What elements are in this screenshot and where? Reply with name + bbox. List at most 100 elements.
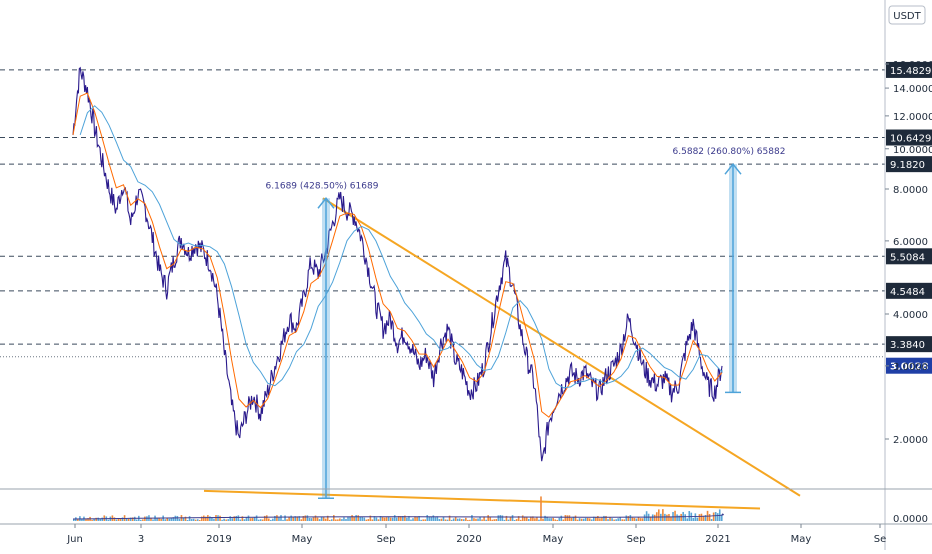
support-trendline[interactable] bbox=[203, 489, 761, 510]
volume-bar bbox=[274, 515, 276, 521]
volume-bar bbox=[521, 515, 524, 521]
volume-bar bbox=[188, 516, 191, 521]
currency-badge[interactable]: USDT bbox=[888, 5, 926, 25]
volume-bar bbox=[619, 517, 622, 521]
volume-bar bbox=[432, 515, 435, 521]
volume-bar bbox=[609, 517, 611, 521]
volume-bar bbox=[523, 517, 526, 521]
x-tick-label: May bbox=[791, 534, 812, 545]
volume-bar bbox=[131, 517, 134, 521]
volume-bar bbox=[501, 515, 504, 521]
measurement-tools: 6.1689 (428.50%) 61689 6.5882 (260.80%) 6… bbox=[266, 147, 786, 499]
volume-tick-label: 0.0000 bbox=[893, 514, 928, 525]
volume-bar bbox=[367, 519, 370, 521]
volume-bar bbox=[599, 518, 601, 521]
volume-bar bbox=[310, 518, 313, 521]
volume-bar bbox=[227, 519, 229, 521]
volume-bar bbox=[229, 516, 232, 521]
volume-bar bbox=[168, 518, 171, 521]
level-badge bbox=[886, 156, 932, 173]
volume-bar bbox=[694, 513, 697, 521]
volume-bar bbox=[643, 514, 646, 521]
measure-label: 6.1689 (428.50%) 61689 bbox=[266, 181, 379, 191]
volume-bar bbox=[601, 517, 603, 521]
volume-bar bbox=[389, 517, 392, 521]
volume-bar bbox=[414, 516, 416, 521]
volume-bar bbox=[87, 518, 89, 521]
volume-bar bbox=[349, 516, 351, 521]
volume-bar bbox=[129, 517, 132, 521]
volume-bar bbox=[676, 514, 678, 521]
volume-bar bbox=[605, 515, 607, 521]
volume-bar bbox=[497, 515, 500, 521]
measure-label: 6.5882 (260.80%) 65882 bbox=[673, 147, 786, 157]
level-badge-label: 10.6429 bbox=[890, 134, 931, 145]
volume-bar bbox=[235, 515, 238, 521]
volume-bar bbox=[272, 518, 274, 521]
level-badge bbox=[886, 61, 932, 78]
volume-bar bbox=[322, 517, 325, 521]
volume-bar bbox=[353, 516, 355, 521]
descending-trendline[interactable] bbox=[322, 197, 801, 497]
volume-bar bbox=[170, 517, 173, 521]
volume-bar bbox=[146, 516, 148, 521]
volume-bar bbox=[365, 519, 368, 521]
volume-bar bbox=[341, 519, 343, 521]
volume-bar bbox=[700, 513, 703, 521]
volume-bar bbox=[450, 519, 453, 521]
volume-bar bbox=[144, 516, 146, 521]
y-tick-label: 14.0000 bbox=[893, 84, 932, 95]
volume-bar bbox=[398, 516, 400, 521]
volume-bar bbox=[430, 516, 433, 521]
volume-bar bbox=[532, 516, 534, 521]
volume-bar bbox=[400, 516, 402, 521]
volume-bar bbox=[314, 515, 317, 521]
volume-bar bbox=[296, 516, 299, 521]
x-tick-label: 2021 bbox=[705, 534, 730, 545]
level-badge-label: 9.1820 bbox=[890, 160, 925, 171]
volume-bar bbox=[223, 518, 225, 521]
volume-bar bbox=[448, 515, 451, 521]
volume-bar bbox=[280, 515, 282, 521]
volume-bar bbox=[416, 516, 418, 521]
volume-bar bbox=[174, 515, 177, 521]
volume-bar bbox=[164, 519, 167, 521]
volume-bar bbox=[625, 515, 628, 521]
volume-bar bbox=[328, 519, 331, 521]
volume-bar bbox=[304, 515, 307, 521]
volume-bar bbox=[479, 516, 481, 521]
volume-bar bbox=[442, 516, 445, 521]
volume-bar bbox=[454, 517, 457, 521]
volume-bar bbox=[576, 519, 579, 521]
level-badge-label: 15.4829 bbox=[890, 66, 931, 77]
volume-bar bbox=[615, 519, 617, 521]
volume-bar bbox=[194, 519, 197, 521]
volume-bar bbox=[621, 519, 624, 521]
volume-bar bbox=[357, 515, 359, 521]
volume-bar bbox=[292, 516, 294, 521]
volume-bar bbox=[412, 518, 414, 521]
level-badge-label: 4.5484 bbox=[890, 287, 925, 298]
volume-bar bbox=[73, 518, 75, 521]
volume-bar bbox=[233, 516, 236, 521]
volume-bar bbox=[379, 516, 382, 521]
volume-bar bbox=[408, 516, 410, 521]
volume-bar bbox=[190, 519, 193, 521]
volume-bar bbox=[627, 516, 630, 521]
volume-bar bbox=[588, 518, 591, 521]
volume-bar bbox=[428, 516, 431, 521]
volume-bar bbox=[710, 519, 713, 521]
volume-bar bbox=[629, 515, 632, 521]
volume-bar bbox=[371, 519, 374, 521]
volume-bar bbox=[95, 517, 97, 521]
volume-bar bbox=[270, 519, 272, 521]
volume-bar bbox=[662, 509, 664, 521]
volume-bar bbox=[239, 519, 242, 521]
volume-bar bbox=[93, 518, 95, 521]
volume-bar bbox=[692, 517, 695, 521]
volume-bar bbox=[554, 519, 557, 521]
volume-bar bbox=[487, 515, 489, 521]
volume-bar bbox=[446, 519, 449, 521]
